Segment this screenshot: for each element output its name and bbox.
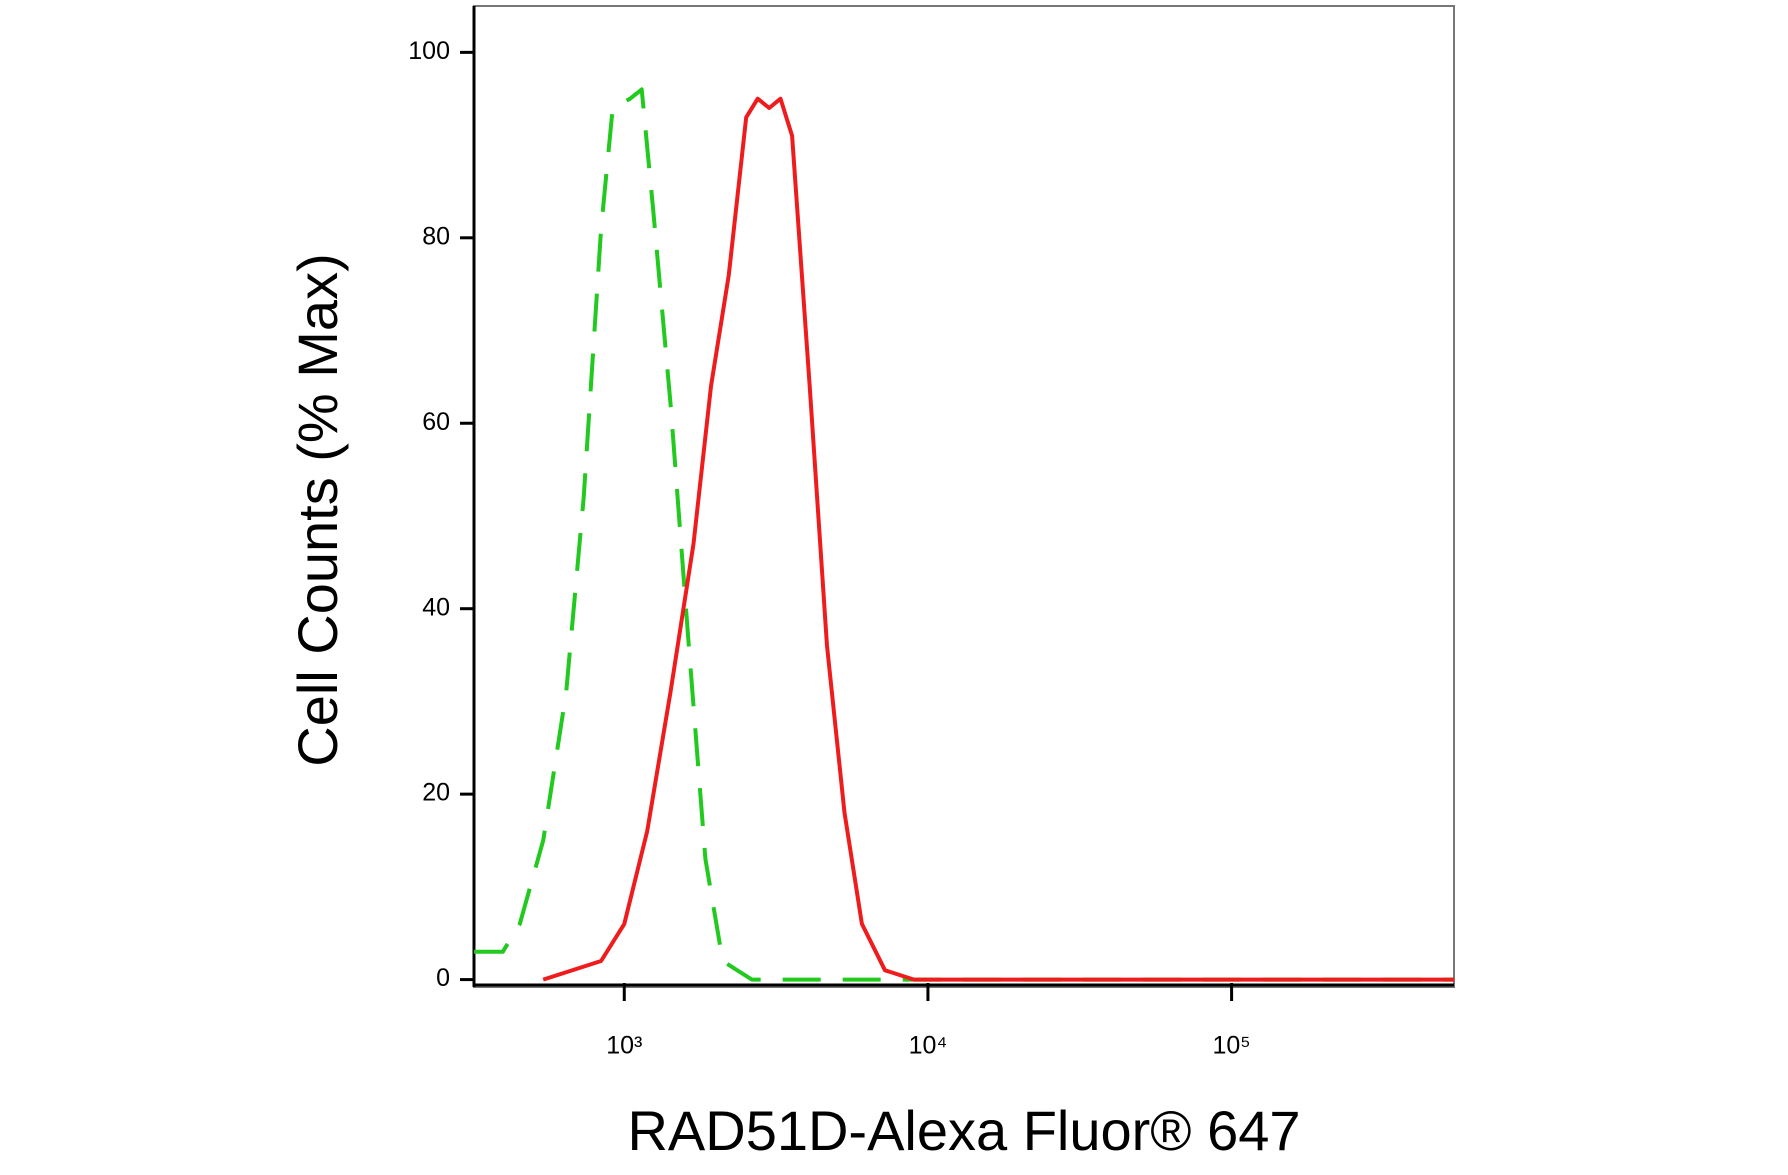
x-tick-label: 10⁵ bbox=[1213, 1032, 1251, 1060]
y-tick-label: 0 bbox=[436, 964, 450, 992]
y-tick-label: 100 bbox=[408, 37, 450, 65]
x-tick-label: 10⁴ bbox=[909, 1032, 948, 1060]
y-axis-title: Cell Counts (% Max) bbox=[286, 253, 349, 766]
series-line bbox=[474, 87, 1454, 982]
x-tick-label: 10³ bbox=[606, 1032, 642, 1060]
series-line bbox=[542, 96, 1454, 982]
y-tick-label: 20 bbox=[422, 779, 450, 807]
y-tick-label: 40 bbox=[422, 593, 450, 621]
plot-frame bbox=[473, 5, 1455, 988]
y-tick-label: 60 bbox=[422, 408, 450, 436]
x-axis-title: RAD51D-Alexa Fluor® 647 bbox=[627, 1099, 1300, 1162]
y-tick-label: 80 bbox=[422, 222, 450, 250]
